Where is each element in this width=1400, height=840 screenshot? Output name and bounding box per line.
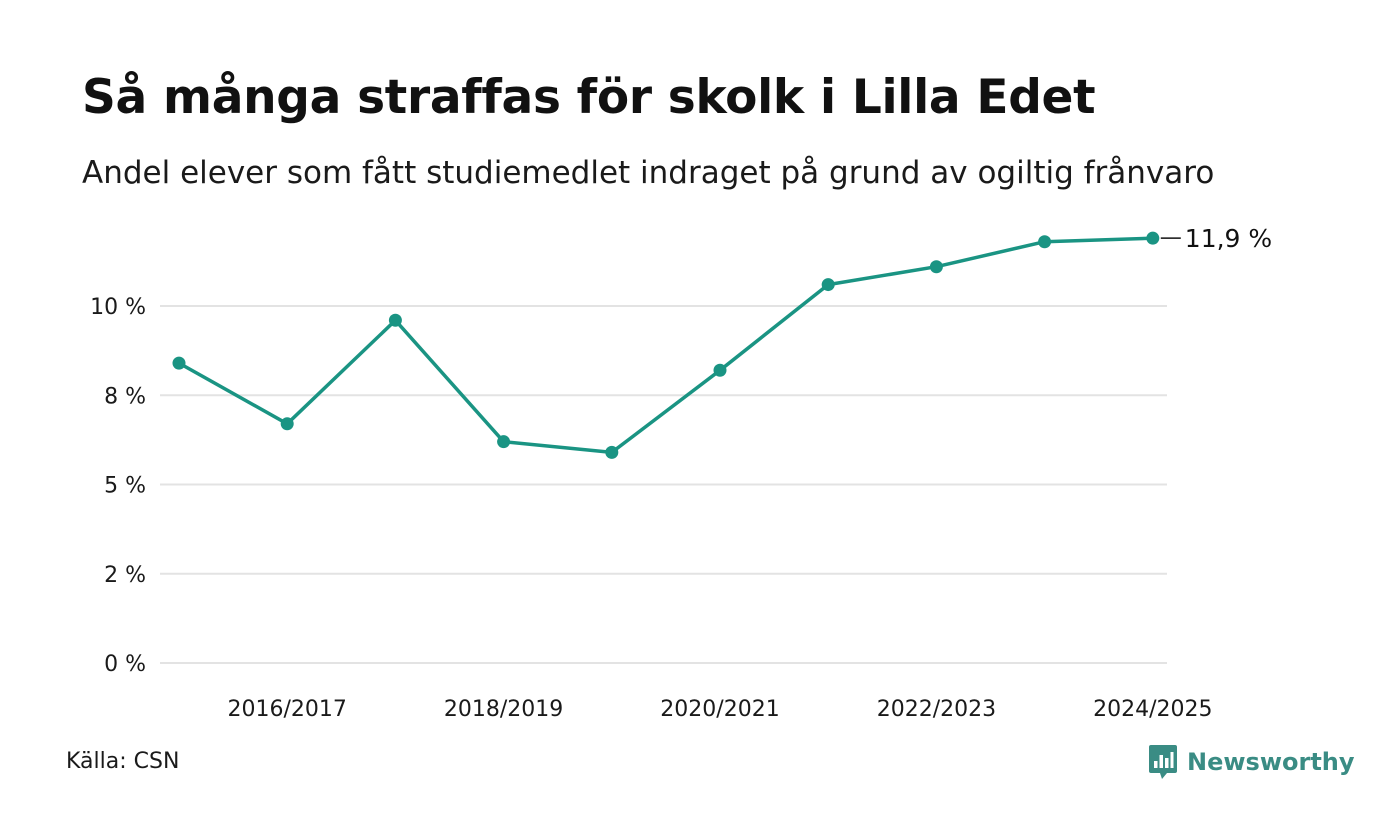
x-tick-label: 2024/2025 [1093,697,1212,722]
data-point [280,417,294,431]
end-label-group: 11,9 % [1160,224,1272,253]
brand-name: Newsworthy [1187,748,1355,776]
chart-title: Så många straffas för skolk i Lilla Edet [82,70,1096,125]
chart-subtitle: Andel elever som fått studiemedlet indra… [82,155,1215,191]
data-point [1038,235,1052,249]
y-tick-label: 2 % [104,563,146,588]
data-point [929,260,943,274]
y-tick-label: 5 % [104,474,146,499]
data-point [172,356,186,370]
data-point [605,445,619,459]
x-tick-label: 2020/2021 [660,697,779,722]
gridlines [160,305,1167,664]
x-tick-label: 2018/2019 [444,697,563,722]
y-axis-ticks: 0 % 2 % 5 % 8 % 10 % [90,295,146,677]
data-point [388,313,402,327]
x-tick-label: 2016/2017 [228,697,347,722]
source-note: Källa: CSN [66,749,180,774]
y-tick-label: 8 % [104,384,146,409]
y-tick-label: 0 % [104,652,146,677]
data-point [713,363,727,377]
data-point [497,435,511,449]
x-axis-ticks: 2016/2017 2018/2019 2020/2021 2022/2023 2024… [228,697,1213,722]
line-chart: 0 % 2 % 5 % 8 % 10 % 2016/2017 2018/2019 2020/… [90,224,1272,722]
series-line [177,236,1155,455]
data-series [172,231,1160,459]
data-point [1146,231,1160,245]
newsworthy-icon [1149,745,1177,779]
end-value-label: 11,9 % [1185,224,1272,253]
x-tick-label: 2022/2023 [877,697,996,722]
brand-logo: Newsworthy [1148,743,1355,781]
y-tick-label: 10 % [90,295,146,320]
data-point [821,278,835,292]
